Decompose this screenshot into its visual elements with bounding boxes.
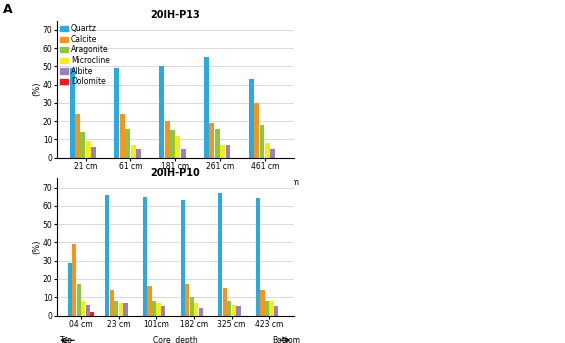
Bar [77,284,81,316]
Bar [72,244,76,316]
Bar [161,306,165,316]
Bar [81,301,85,316]
Bar [90,312,94,316]
Text: A: A [3,3,12,16]
Bar [190,297,194,316]
Bar [147,286,151,316]
Bar [131,145,136,158]
Bar [199,308,203,316]
Bar [274,306,278,316]
Bar [236,306,241,316]
Bar [114,301,119,316]
Title: 20IH-P13: 20IH-P13 [150,10,200,20]
Bar [125,129,130,158]
Title: 20IH-P10: 20IH-P10 [150,168,200,178]
Bar [152,301,156,316]
Bar [86,141,91,158]
Bar [91,147,96,158]
Bar [75,114,80,158]
Text: Bottom: Bottom [272,336,300,343]
Bar [86,305,90,316]
Bar [159,66,164,158]
Bar [119,303,123,316]
Text: Core  depth: Core depth [153,336,198,343]
Bar [254,103,259,158]
Bar [218,193,223,316]
Bar [270,301,273,316]
Bar [115,68,119,158]
Text: Top: Top [62,178,75,187]
Bar [204,57,209,158]
Bar [105,195,110,316]
Bar [265,143,270,158]
Bar [249,79,254,158]
Bar [181,200,185,316]
Text: Core  depth: Core depth [153,178,198,187]
Text: Bottom: Bottom [271,178,299,187]
Bar [136,149,141,158]
Bar [194,303,198,316]
Bar [220,145,225,158]
Bar [164,121,170,158]
Legend: Quartz, Calcite, Aragonite, Microcline, Albite, Dolomite: Quartz, Calcite, Aragonite, Microcline, … [60,24,110,86]
Bar [175,136,180,158]
Bar [256,199,260,316]
Bar [143,197,147,316]
Y-axis label: (%): (%) [32,82,41,96]
Bar [232,305,236,316]
Bar [110,290,114,316]
Bar [210,123,214,158]
Bar [270,149,275,158]
Bar [120,114,125,158]
Bar [123,303,128,316]
Bar [69,68,75,158]
Bar [223,288,227,316]
Bar [259,125,264,158]
Bar [68,262,72,316]
Bar [215,129,220,158]
Y-axis label: (%): (%) [32,240,41,254]
Bar [80,132,85,158]
Bar [225,145,231,158]
Bar [170,130,175,158]
Bar [260,290,264,316]
Bar [185,284,189,316]
Bar [181,149,186,158]
Bar [157,303,160,316]
Bar [227,301,232,316]
Bar [265,301,269,316]
Text: Top: Top [60,336,73,343]
